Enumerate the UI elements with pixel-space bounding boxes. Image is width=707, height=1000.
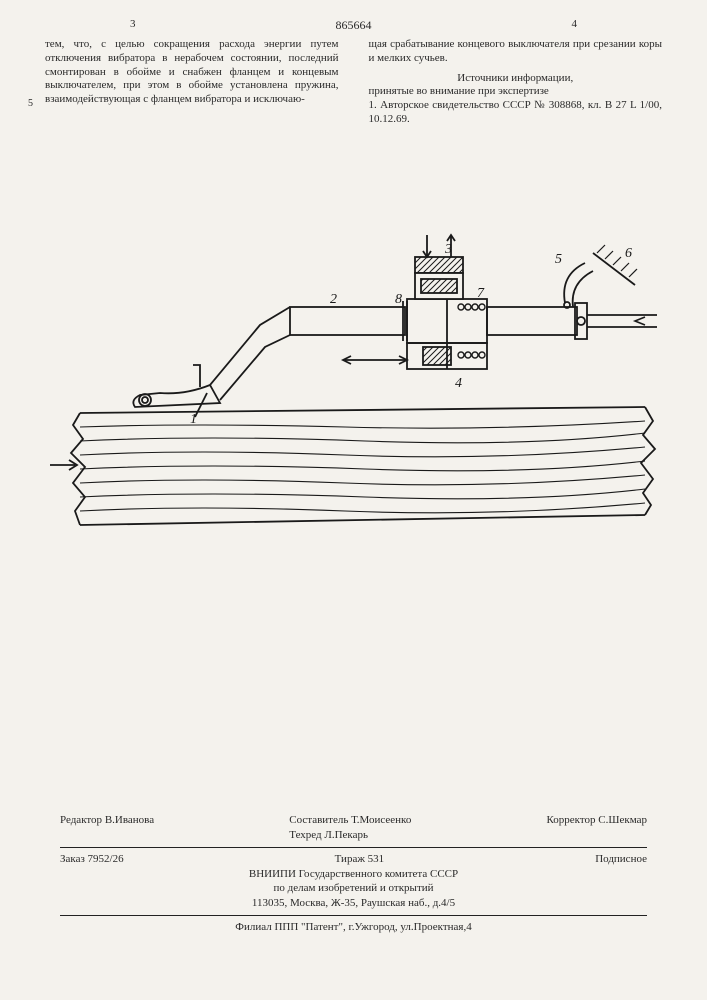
figure-label-4: 4 bbox=[455, 376, 462, 391]
figure-label-5: 5 bbox=[555, 252, 562, 267]
sources-heading: Источники информации, bbox=[369, 72, 663, 86]
tirage: Тираж 531 bbox=[335, 852, 385, 867]
address-1: 113035, Москва, Ж-35, Раушская наб., д.4… bbox=[60, 896, 647, 911]
compiler-techred: Составитель Т.Моисеенко Техред Л.Пекарь bbox=[289, 813, 411, 843]
figure-label-1: 1 bbox=[190, 412, 197, 427]
body-text: тем, что, с целью сокращения расхода эне… bbox=[45, 38, 662, 127]
figure-label-2: 2 bbox=[330, 292, 337, 307]
org-line-1: ВНИИПИ Государственного комитета СССР bbox=[60, 867, 647, 882]
divider-1 bbox=[60, 847, 647, 848]
sources-item: 1. Авторское свидетельство СССР № 308868… bbox=[369, 99, 663, 127]
right-column: щая срабатывание концевого выключателя п… bbox=[369, 38, 663, 127]
right-column-continuation: щая срабатывание концевого выключателя п… bbox=[369, 38, 663, 66]
figure-label-8: 8 bbox=[395, 292, 402, 307]
editor: Редактор В.Иванова bbox=[60, 813, 154, 843]
figure-label-7: 7 bbox=[477, 286, 485, 301]
imprint-row-credits: Редактор В.Иванова Составитель Т.Моисеен… bbox=[60, 813, 647, 843]
col-num-left: 3 bbox=[130, 18, 136, 30]
sources-subtitle: принятые во внимание при экспертизе bbox=[369, 85, 663, 99]
figure-label-3: 3 bbox=[444, 242, 452, 257]
col-num-right: 4 bbox=[572, 18, 578, 30]
imprint-block: Редактор В.Иванова Составитель Т.Моисеен… bbox=[60, 813, 647, 935]
address-2: Филиал ППП "Патент", г.Ужгород, ул.Проек… bbox=[60, 920, 647, 935]
patent-figure: 1 2 3 4 5 6 7 8 bbox=[45, 195, 662, 545]
imprint-row-order: Заказ 7952/26 Тираж 531 Подписное bbox=[60, 852, 647, 867]
subscription: Подписное bbox=[595, 852, 647, 867]
org-line-2: по делам изобретений и открытий bbox=[60, 881, 647, 896]
left-column: тем, что, с целью сокращения расхода эне… bbox=[45, 38, 339, 127]
doc-number: 865664 bbox=[336, 18, 372, 33]
divider-2 bbox=[60, 915, 647, 916]
line-number-5: 5 bbox=[28, 98, 33, 109]
order-number: Заказ 7952/26 bbox=[60, 852, 124, 867]
figure-label-6: 6 bbox=[625, 246, 632, 261]
corrector: Корректор С.Шекмар bbox=[547, 813, 647, 843]
